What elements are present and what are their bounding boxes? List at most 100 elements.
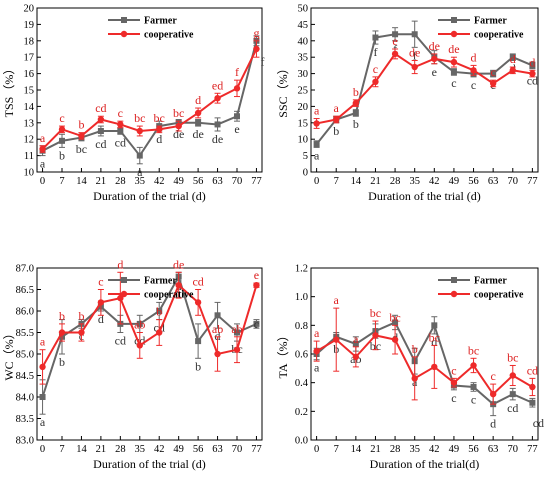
data-point xyxy=(97,128,104,134)
significance-letter: a xyxy=(40,131,46,145)
legend-label: cooperative xyxy=(474,30,524,41)
significance-letter: bc xyxy=(154,111,165,125)
significance-letter: c xyxy=(451,391,456,405)
y-tick-label: 16 xyxy=(24,69,35,80)
data-point xyxy=(136,320,143,327)
significance-letter: e xyxy=(254,268,259,282)
x-tick-label: 77 xyxy=(251,444,262,455)
data-point xyxy=(411,31,418,38)
significance-letter: b xyxy=(59,148,65,162)
y-tick-label: 20 xyxy=(24,4,35,15)
significance-letter: bc xyxy=(468,343,479,357)
x-tick-label: 28 xyxy=(115,444,126,455)
data-point xyxy=(156,329,163,336)
significance-letter: a xyxy=(314,148,320,162)
y-tick-label: 86.0 xyxy=(16,307,34,318)
data-point xyxy=(392,31,399,38)
significance-letter: f xyxy=(260,55,264,69)
legend: Farmer cooperative xyxy=(108,16,194,41)
series-farmer: abbfffecccdcd xyxy=(313,20,538,162)
x-tick-label: 70 xyxy=(508,444,519,455)
data-point xyxy=(136,152,143,159)
significance-letter: cd xyxy=(95,101,106,115)
data-point xyxy=(175,282,182,289)
data-point xyxy=(233,346,241,353)
y-tick-label: 0.0 xyxy=(295,436,308,447)
data-point xyxy=(39,394,46,400)
significance-letter: bc xyxy=(507,350,518,364)
significance-letter: cd xyxy=(115,334,126,348)
x-tick-label: 49 xyxy=(173,444,184,455)
series-line xyxy=(41,274,257,398)
data-point xyxy=(489,390,497,398)
x-tick-label: 21 xyxy=(370,444,381,455)
data-point xyxy=(253,45,260,53)
x-tick-label: 77 xyxy=(527,176,538,187)
data-point xyxy=(136,127,143,135)
significance-letter: e xyxy=(432,65,437,79)
y-tick-label: 19 xyxy=(24,20,35,31)
data-point xyxy=(234,113,240,120)
data-point xyxy=(372,78,379,86)
significance-letter: d xyxy=(195,93,201,107)
data-point xyxy=(156,126,163,133)
data-point xyxy=(194,109,202,117)
significance-letter: b xyxy=(195,359,201,373)
significance-letter: ab xyxy=(212,322,223,336)
legend-marker xyxy=(121,277,127,283)
x-tick-label: 28 xyxy=(390,176,401,187)
y-tick-label: 85.0 xyxy=(16,350,34,361)
data-point xyxy=(352,340,359,347)
x-tick-label: 0 xyxy=(314,176,319,187)
y-tick-label: 30 xyxy=(298,69,309,80)
data-point xyxy=(431,55,438,63)
x-tick-label: 14 xyxy=(351,176,362,187)
legend-marker xyxy=(451,277,457,283)
data-point xyxy=(431,363,438,371)
data-point xyxy=(97,116,105,123)
x-tick-label: 0 xyxy=(40,444,45,455)
significance-letter: d xyxy=(431,335,437,349)
series-line xyxy=(316,52,533,125)
significance-letter: cd xyxy=(533,416,544,430)
x-tick-label: 35 xyxy=(409,176,420,187)
y-axis-label: TSS（%） xyxy=(2,63,16,118)
significance-letter: a xyxy=(314,326,320,340)
significance-letter: ed xyxy=(212,78,223,92)
y-tick-label: 20 xyxy=(298,102,309,113)
data-point xyxy=(509,372,516,379)
significance-letter: cd xyxy=(95,137,106,151)
significance-letter: b xyxy=(353,85,359,99)
data-point xyxy=(333,116,340,123)
data-point xyxy=(391,336,399,343)
x-tick-label: 7 xyxy=(59,176,64,187)
data-point xyxy=(313,120,320,127)
x-tick-label: 77 xyxy=(527,444,538,455)
y-tick-label: 11 xyxy=(24,151,34,162)
data-point xyxy=(214,312,221,319)
x-tick-label: 70 xyxy=(232,444,243,455)
series-line xyxy=(42,40,258,158)
x-tick-label: 49 xyxy=(449,444,460,455)
significance-letter: c xyxy=(118,106,123,120)
data-point xyxy=(411,375,418,382)
significance-letter: d xyxy=(510,52,516,66)
y-tick-label: 84.0 xyxy=(16,393,34,404)
significance-letter: de xyxy=(409,45,420,59)
significance-letter: b xyxy=(78,309,84,323)
y-axis-label: SSC（%） xyxy=(276,62,290,117)
y-tick-label: 15 xyxy=(24,86,35,97)
x-tick-label: 35 xyxy=(135,444,146,455)
x-axis-label: Duration of the trial (d) xyxy=(93,457,206,471)
y-tick-label: 14 xyxy=(24,102,35,113)
significance-letter: bc xyxy=(389,310,400,324)
data-point xyxy=(175,122,182,130)
legend-label: Farmer xyxy=(144,16,177,27)
y-axis-label: WC（%） xyxy=(2,327,16,380)
x-tick-label: 14 xyxy=(76,444,87,455)
significance-letter: c xyxy=(471,392,476,406)
data-point xyxy=(529,62,536,69)
data-point xyxy=(78,132,85,140)
